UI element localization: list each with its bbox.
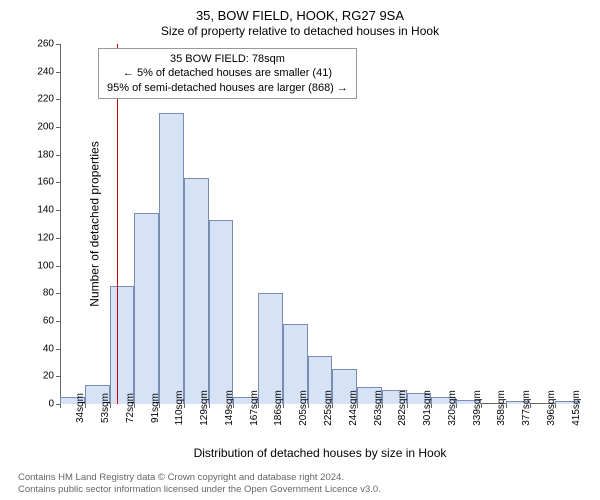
histogram-bar — [159, 113, 184, 404]
ytick-label: 160 — [24, 177, 54, 188]
xtick-mark — [209, 404, 210, 408]
xtick-mark — [283, 404, 284, 408]
ytick-label: 120 — [24, 232, 54, 243]
xtick-label: 396sqm — [546, 390, 557, 426]
xtick-label: 377sqm — [521, 390, 532, 426]
xtick-mark — [332, 404, 333, 408]
xtick-label: 339sqm — [472, 390, 483, 426]
ytick-mark — [56, 44, 60, 45]
xtick-mark — [258, 404, 259, 408]
xtick-mark — [159, 404, 160, 408]
info-box: 35 BOW FIELD: 78sqm ← 5% of detached hou… — [98, 48, 357, 99]
info-line-2: ← 5% of detached houses are smaller (41) — [107, 66, 348, 80]
ytick-mark — [56, 266, 60, 267]
xtick-mark — [308, 404, 309, 408]
footer-line-2: Contains public sector information licen… — [18, 484, 381, 496]
xtick-mark — [60, 404, 61, 408]
xtick-label: 149sqm — [224, 390, 235, 426]
ytick-label: 220 — [24, 94, 54, 105]
xtick-mark — [481, 404, 482, 408]
ytick-mark — [56, 321, 60, 322]
ytick-label: 180 — [24, 149, 54, 160]
xtick-mark — [184, 404, 185, 408]
info-line-1: 35 BOW FIELD: 78sqm — [107, 52, 348, 66]
ytick-label: 40 — [24, 343, 54, 354]
xtick-mark — [233, 404, 234, 408]
ytick-mark — [56, 376, 60, 377]
xtick-mark — [85, 404, 86, 408]
histogram-bar — [258, 293, 283, 404]
y-axis — [60, 44, 61, 404]
xtick-mark — [357, 404, 358, 408]
ytick-mark — [56, 72, 60, 73]
xtick-mark — [456, 404, 457, 408]
xtick-mark — [134, 404, 135, 408]
xtick-label: 320sqm — [447, 390, 458, 426]
ytick-mark — [56, 182, 60, 183]
ytick-label: 140 — [24, 205, 54, 216]
xtick-label: 301sqm — [422, 390, 433, 426]
ytick-mark — [56, 127, 60, 128]
ytick-label: 0 — [24, 399, 54, 410]
xtick-mark — [407, 404, 408, 408]
ytick-label: 80 — [24, 288, 54, 299]
histogram-bar — [184, 178, 209, 404]
xtick-label: 415sqm — [571, 390, 582, 426]
chart-container: 35, BOW FIELD, HOOK, RG27 9SA Size of pr… — [0, 0, 600, 500]
ytick-label: 200 — [24, 122, 54, 133]
xtick-label: 358sqm — [496, 390, 507, 426]
xtick-mark — [382, 404, 383, 408]
ytick-label: 260 — [24, 39, 54, 50]
info-line-3: 95% of semi-detached houses are larger (… — [107, 81, 348, 95]
xtick-mark — [431, 404, 432, 408]
histogram-bar — [209, 220, 234, 404]
ytick-label: 100 — [24, 260, 54, 271]
xtick-mark — [555, 404, 556, 408]
chart-title: 35, BOW FIELD, HOOK, RG27 9SA — [0, 0, 600, 23]
ytick-mark — [56, 155, 60, 156]
xtick-mark — [110, 404, 111, 408]
footer-attribution: Contains HM Land Registry data © Crown c… — [18, 472, 381, 496]
ytick-mark — [56, 349, 60, 350]
footer-line-1: Contains HM Land Registry data © Crown c… — [18, 472, 381, 484]
ytick-label: 240 — [24, 66, 54, 77]
ytick-label: 60 — [24, 315, 54, 326]
ytick-mark — [56, 293, 60, 294]
ytick-mark — [56, 210, 60, 211]
ytick-label: 20 — [24, 371, 54, 382]
xtick-mark — [530, 404, 531, 408]
xtick-mark — [506, 404, 507, 408]
x-axis-label: Distribution of detached houses by size … — [194, 446, 447, 460]
ytick-mark — [56, 238, 60, 239]
histogram-bar — [134, 213, 159, 404]
histogram-bar — [110, 286, 135, 404]
chart-subtitle: Size of property relative to detached ho… — [0, 23, 600, 38]
ytick-mark — [56, 99, 60, 100]
